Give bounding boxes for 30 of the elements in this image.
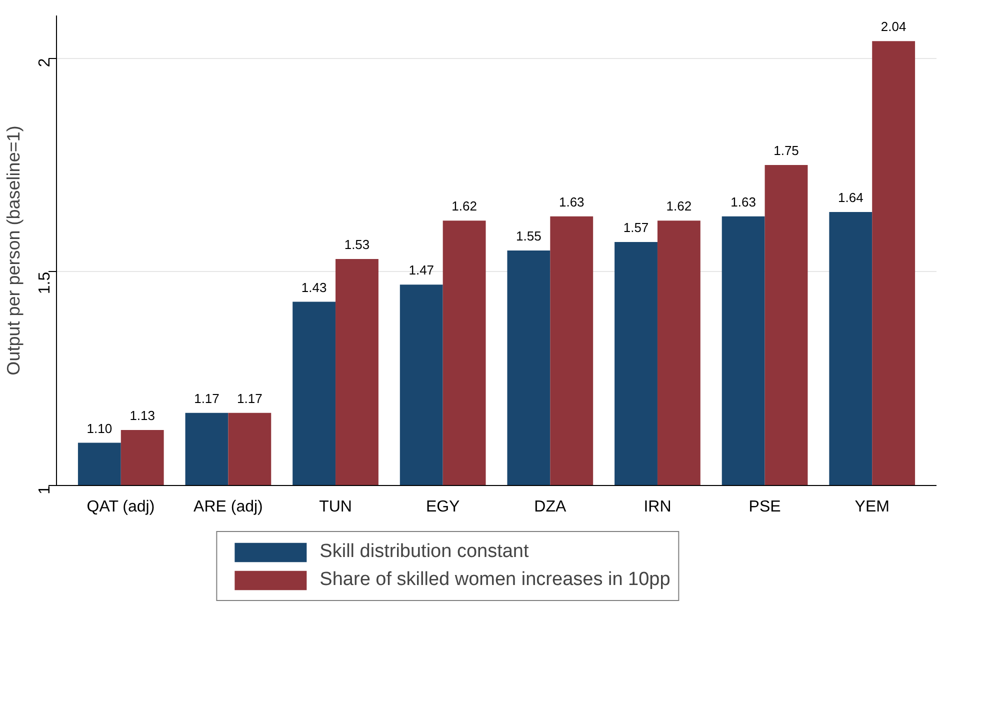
x-tick-label: ARE (adj) xyxy=(194,498,263,516)
data-label: 1.57 xyxy=(623,220,649,235)
data-label: 1.53 xyxy=(344,237,370,252)
data-label: 1.10 xyxy=(86,420,112,436)
data-label: 1.75 xyxy=(774,143,799,158)
x-tick-label: YEM xyxy=(854,498,890,516)
data-label: 1.17 xyxy=(194,390,220,406)
x-tick-label: DZA xyxy=(534,498,566,516)
y-tick-label: 2 xyxy=(36,58,54,68)
data-label: 1.62 xyxy=(666,198,692,214)
legend-label: Skill distribution constant xyxy=(320,540,529,562)
data-label: 1.55 xyxy=(516,228,542,244)
data-label: 1.17 xyxy=(237,390,262,406)
data-label: 1.62 xyxy=(452,198,477,214)
x-tick-label: TUN xyxy=(319,498,352,516)
x-tick-label: PSE xyxy=(748,498,781,516)
data-label: 2.04 xyxy=(880,19,906,34)
data-label: 1.63 xyxy=(558,194,584,210)
x-tick-label: QAT (adj) xyxy=(86,498,155,516)
x-tick-label: IRN xyxy=(644,498,672,516)
data-label: 1.63 xyxy=(730,194,756,210)
y-axis-title: Output per person (baseline=1) xyxy=(4,126,24,376)
legend-label: Share of skilled women increases in 10pp xyxy=(320,568,670,590)
data-label: 1.13 xyxy=(130,408,156,423)
data-label: 1.47 xyxy=(408,262,434,278)
y-tick-label: 1 xyxy=(36,485,54,494)
y-tick-label: 1.5 xyxy=(36,272,54,294)
data-label: 1.64 xyxy=(838,190,864,206)
x-tick-label: EGY xyxy=(426,498,460,516)
data-label: 1.43 xyxy=(301,280,327,295)
